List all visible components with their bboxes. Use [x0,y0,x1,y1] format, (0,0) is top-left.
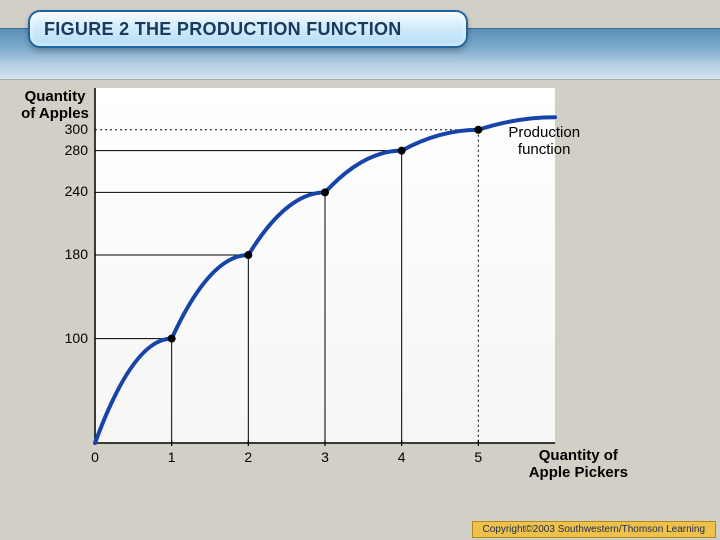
figure-title: FIGURE 2 THE PRODUCTION FUNCTION [44,19,402,40]
y-tick-label: 240 [48,183,88,199]
x-axis-title: Quantity of Apple Pickers [518,447,638,482]
y-tick-label: 100 [48,330,88,346]
x-tick-label: 4 [392,449,412,465]
y-tick-label: 180 [48,246,88,262]
chart-area: Quantity of Apples 100180240280300 01234… [10,88,710,493]
y-tick-label: 300 [48,121,88,137]
figure-title-bar: FIGURE 2 THE PRODUCTION FUNCTION [28,10,468,48]
copyright-badge: Copyright©2003 Southwestern/Thomson Lear… [472,521,717,538]
curve-label: Production function [508,124,580,159]
x-tick-label: 3 [315,449,335,465]
x-tick-label: 0 [85,449,105,465]
x-tick-label: 2 [238,449,258,465]
x-tick-label: 1 [162,449,182,465]
y-tick-label: 280 [48,142,88,158]
x-tick-label: 5 [468,449,488,465]
chart-svg [10,88,710,498]
